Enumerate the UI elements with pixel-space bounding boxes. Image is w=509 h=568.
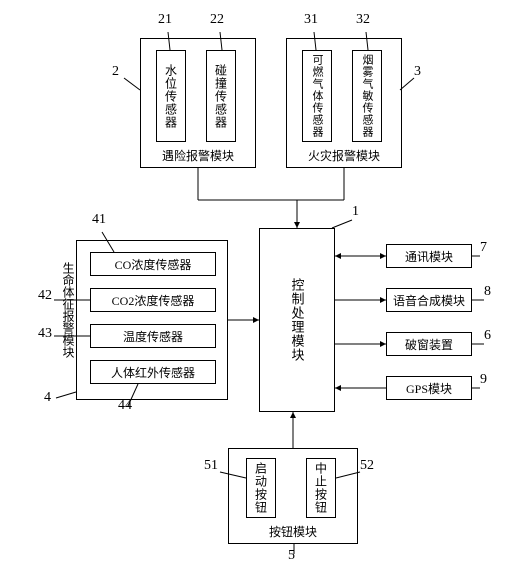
callout-52: 52 [360, 458, 374, 474]
distress-title: 遇险报警模块 [141, 147, 255, 164]
callout-8: 8 [484, 284, 491, 300]
water-level-sensor-label: 水位传感器 [163, 64, 180, 129]
callout-31: 31 [304, 12, 318, 28]
start-button: 启动按钮 [246, 458, 276, 518]
temp-sensor-label: 温度传感器 [123, 328, 183, 345]
gps-module: GPS模块 [386, 376, 472, 400]
collision-sensor: 碰撞传感器 [206, 50, 236, 142]
callout-4: 4 [44, 390, 51, 406]
gas-sensor-label: 可燃气体传感器 [309, 54, 325, 138]
co2-sensor-label: CO2浓度传感器 [112, 292, 195, 309]
gps-label: GPS模块 [406, 380, 452, 397]
stop-button-label: 中止按钮 [313, 462, 330, 514]
window-label: 破窗装置 [405, 336, 453, 353]
temp-sensor: 温度传感器 [90, 324, 216, 348]
callout-22: 22 [210, 12, 224, 28]
callout-32: 32 [356, 12, 370, 28]
ir-sensor: 人体红外传感器 [90, 360, 216, 384]
comm-module: 通讯模块 [386, 244, 472, 268]
life-title: 生命体征报警模块 [60, 262, 77, 358]
comm-label: 通讯模块 [405, 248, 453, 265]
callout-9: 9 [480, 372, 487, 388]
water-level-sensor: 水位传感器 [156, 50, 186, 142]
callout-44: 44 [118, 398, 132, 414]
smoke-sensor-label: 烟雾气敏传感器 [359, 54, 375, 138]
control-label: 控制处理模块 [288, 278, 307, 362]
callout-42: 42 [38, 288, 52, 304]
co-sensor: CO浓度传感器 [90, 252, 216, 276]
callout-1: 1 [352, 204, 359, 220]
callout-2: 2 [112, 64, 119, 80]
callout-5: 5 [288, 548, 295, 564]
callout-3: 3 [414, 64, 421, 80]
button-title: 按钮模块 [229, 523, 357, 540]
smoke-sensor: 烟雾气敏传感器 [352, 50, 382, 142]
start-button-label: 启动按钮 [253, 462, 270, 514]
ir-sensor-label: 人体红外传感器 [111, 364, 195, 381]
gas-sensor: 可燃气体传感器 [302, 50, 332, 142]
control-module: 控制处理模块 [259, 228, 335, 412]
callout-21: 21 [158, 12, 172, 28]
co-sensor-label: CO浓度传感器 [115, 256, 192, 273]
stop-button: 中止按钮 [306, 458, 336, 518]
callout-7: 7 [480, 240, 487, 256]
collision-sensor-label: 碰撞传感器 [213, 64, 230, 129]
callout-6: 6 [484, 328, 491, 344]
callout-51: 51 [204, 458, 218, 474]
callout-41: 41 [92, 212, 106, 228]
co2-sensor: CO2浓度传感器 [90, 288, 216, 312]
voice-label: 语音合成模块 [393, 292, 465, 309]
voice-module: 语音合成模块 [386, 288, 472, 312]
fire-title: 火灾报警模块 [287, 147, 401, 164]
window-breaker: 破窗装置 [386, 332, 472, 356]
callout-43: 43 [38, 326, 52, 342]
